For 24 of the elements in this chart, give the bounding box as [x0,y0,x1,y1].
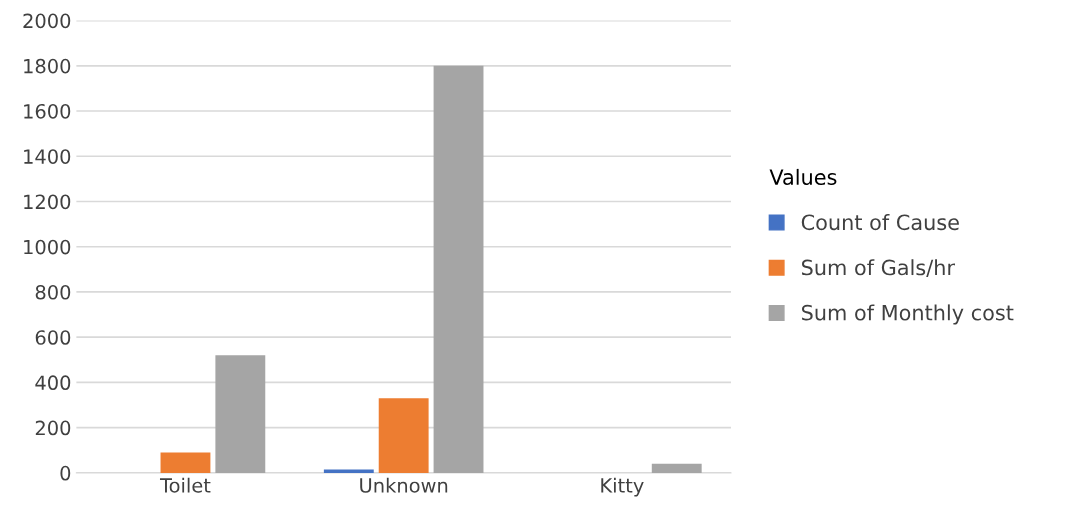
y-tick-label: 1000 [24,239,71,255]
bar [323,469,374,473]
y-tick-label: 400 [35,375,71,391]
y-tick-label: 0 [60,465,71,481]
legend-label: Sum of Gals/hr [801,259,955,277]
y-tick-label: 2000 [23,13,71,29]
x-tick-label: Kitty [601,477,644,497]
bar [215,355,266,473]
legend-label: Sum of Monthly cost [801,304,1014,325]
x-tick-label: Unknown [360,477,448,493]
y-tick-label: 600 [35,330,71,345]
y-tick-label: 200 [35,420,71,436]
y-tick-label: 1200 [24,194,71,210]
y-tick-label: 1600 [24,103,71,119]
bar [433,65,484,473]
y-tick-label: 800 [35,284,71,300]
legend-label: Count of Cause [801,214,959,231]
bar [651,463,702,473]
legend-title: Values [769,168,837,186]
y-tick-label: 1800 [24,58,71,74]
y-tick-label: 1400 [24,149,71,164]
bar [378,398,429,473]
bar [160,452,211,473]
x-tick-label: Toilet [159,477,211,493]
